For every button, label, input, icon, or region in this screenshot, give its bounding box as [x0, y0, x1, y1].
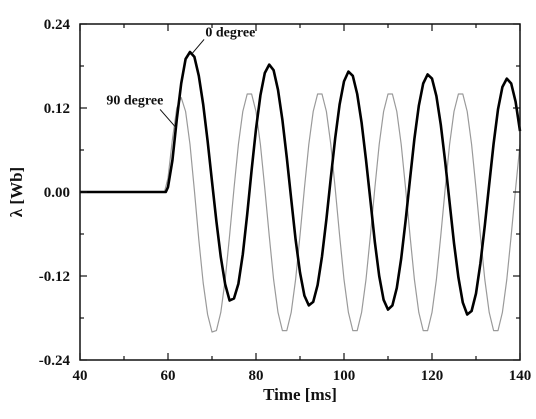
series-line-0-degree — [80, 50, 522, 316]
series-line-90-degree — [80, 93, 521, 333]
x-tick-label: 60 — [161, 368, 176, 384]
annotation-0-degree: 0 degree — [205, 26, 255, 41]
x-tick-label: 140 — [509, 368, 532, 384]
tick-labels-layer: 40 60 80 100 120 140 -0.24 -0.12 0.00 0.12 0.24 — [39, 17, 532, 384]
y-tick-label: 0.24 — [44, 17, 71, 33]
y-tick-label: 0.00 — [44, 185, 70, 201]
y-tick-label: -0.12 — [39, 269, 70, 285]
annotation-90-degree: 90 degree — [106, 94, 163, 109]
y-axis-title: λ [Wb] — [7, 167, 26, 217]
y-tick-label: 0.12 — [44, 101, 70, 117]
annotation-leader-0-degree — [191, 39, 205, 54]
y-tick-label: -0.24 — [39, 353, 71, 369]
x-tick-label: 100 — [333, 368, 356, 384]
annotation-leader-90-degree — [159, 109, 177, 128]
series-layer — [80, 50, 522, 333]
ticks-layer — [79, 23, 521, 361]
x-tick-label: 40 — [73, 368, 88, 384]
x-tick-label: 80 — [249, 368, 264, 384]
annotations-layer: 0 degree 90 degree — [106, 26, 255, 128]
x-tick-label: 120 — [421, 368, 444, 384]
x-axis-title: Time [ms] — [263, 385, 337, 404]
